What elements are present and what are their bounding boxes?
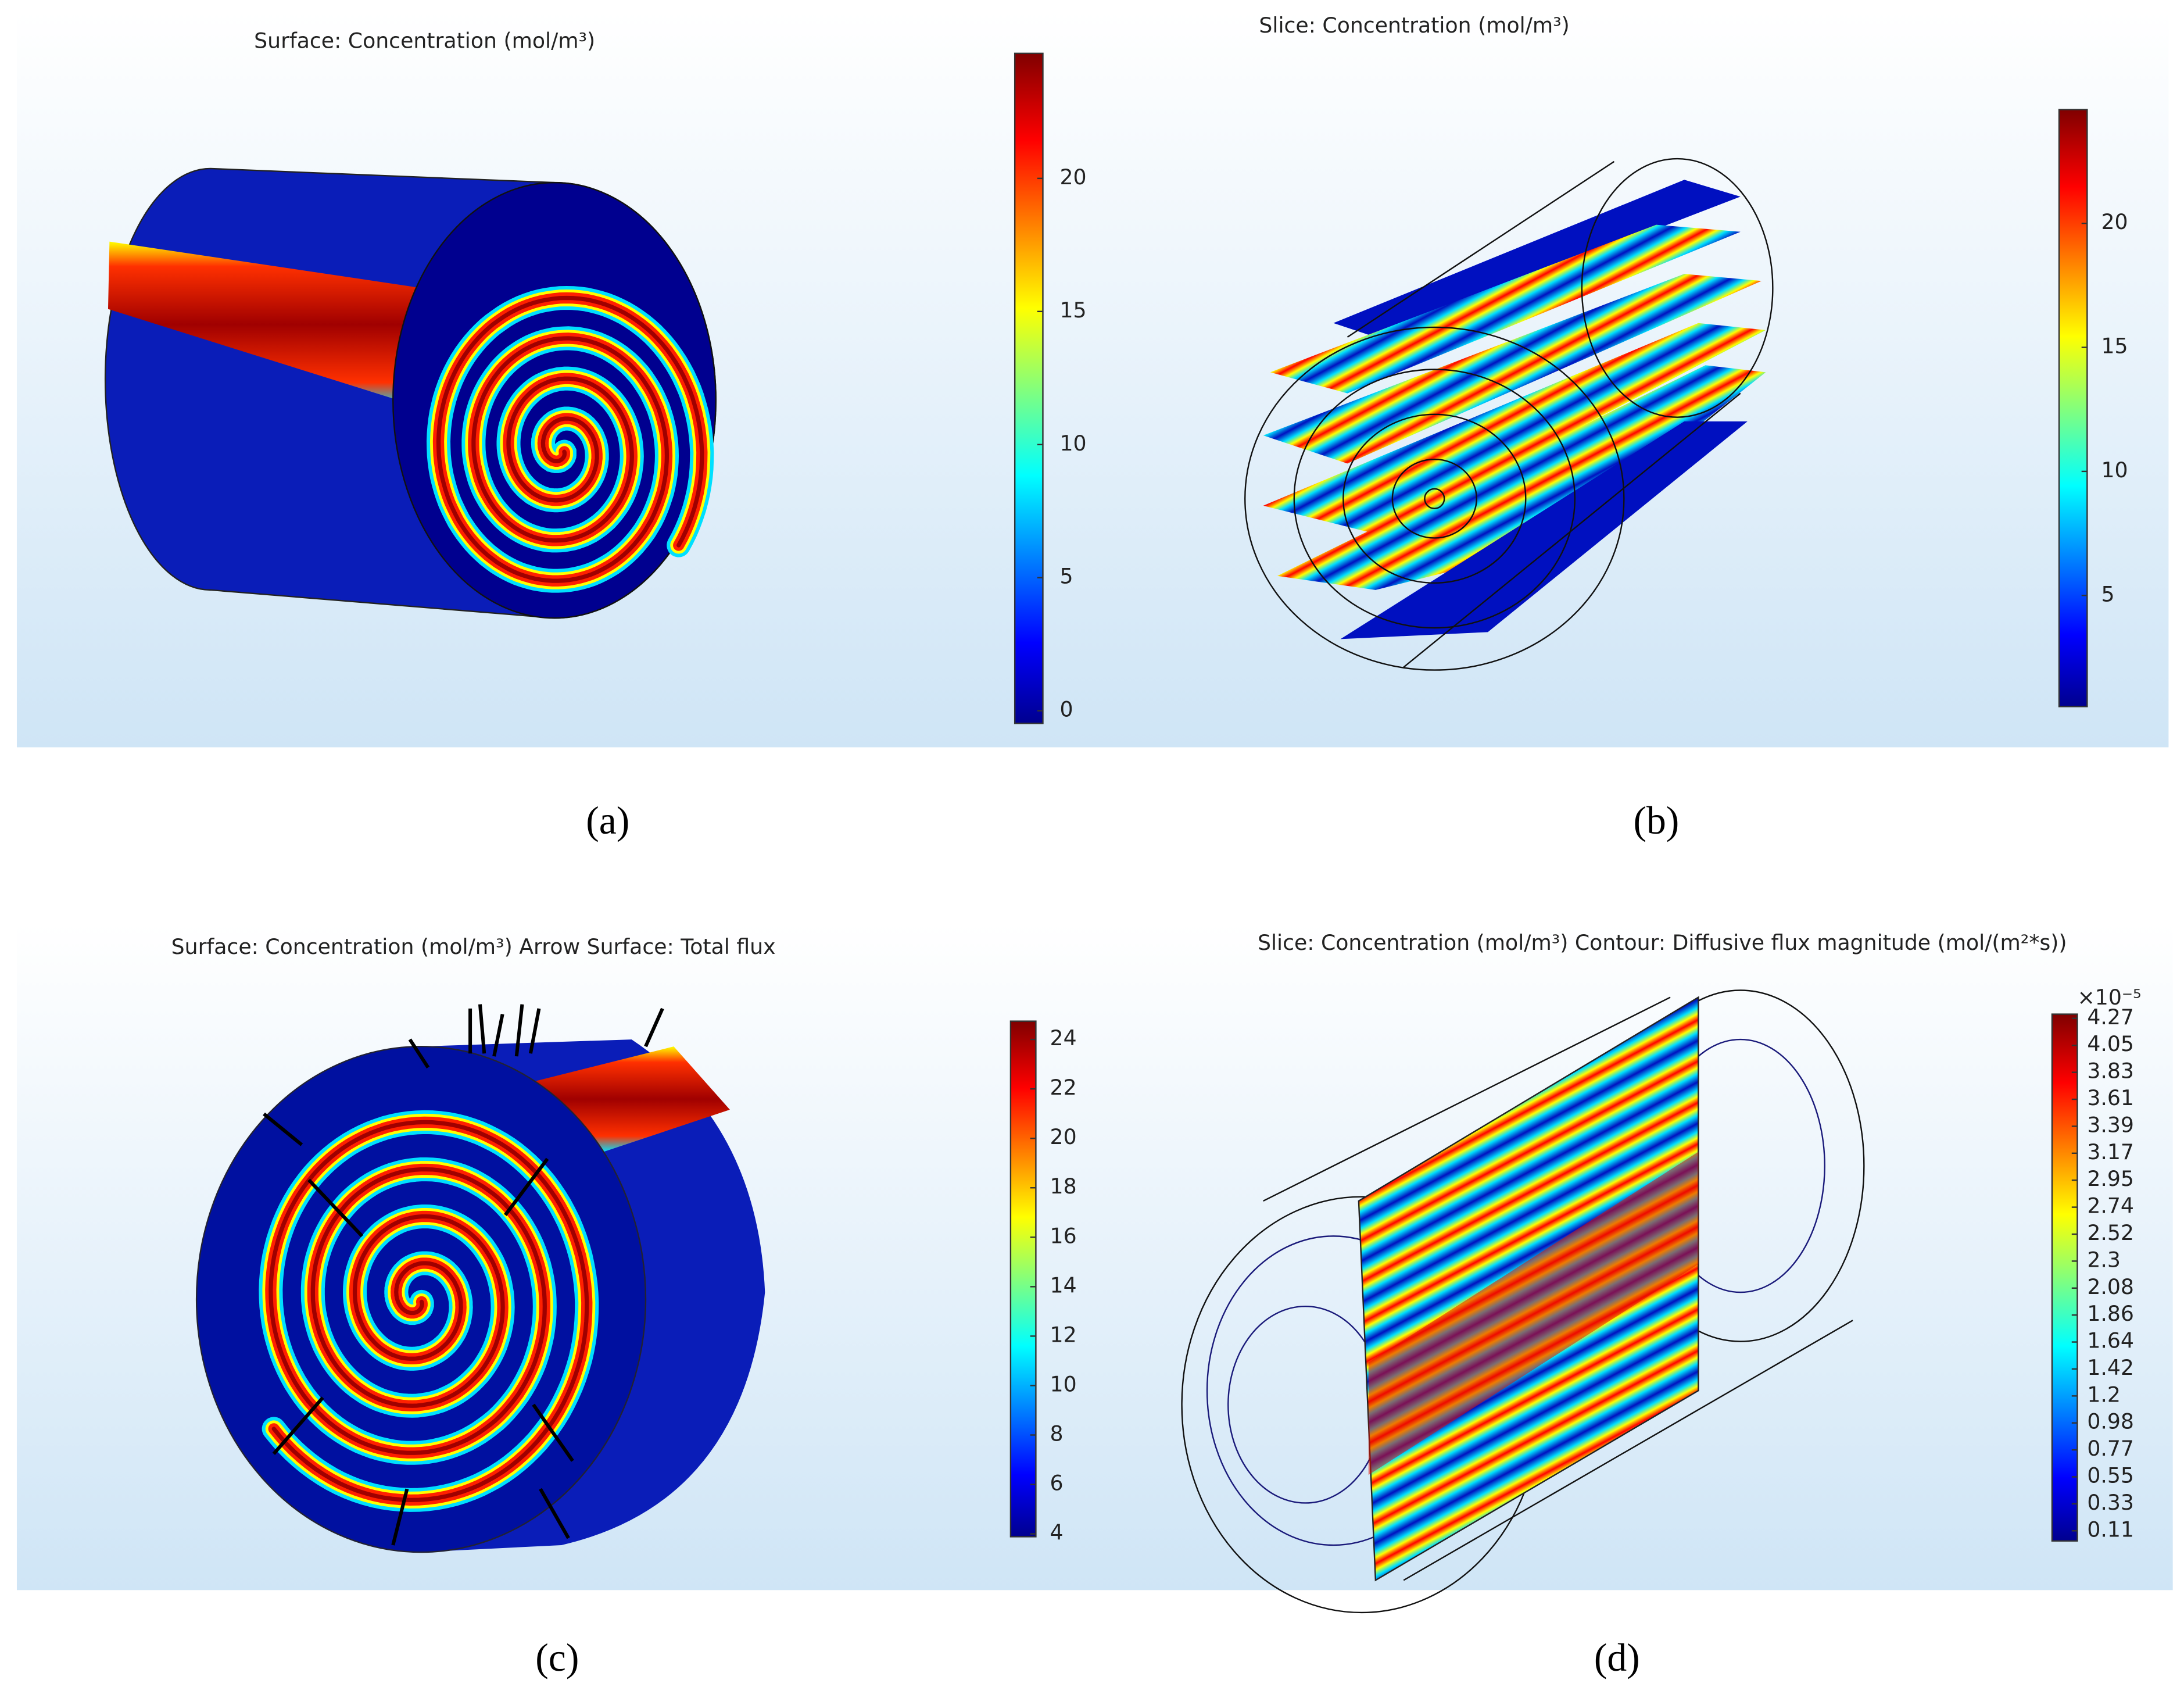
panel-title: Surface: Concentration (mol/m³) Arrow Su… — [171, 934, 776, 959]
tick-label: 10 — [1050, 1371, 1077, 1396]
tick-label: 4.27 — [2087, 1005, 2134, 1030]
colorbar: 4.274.05 3.833.613.393.172.952.742.522.32… — [2051, 1005, 2134, 1542]
tick-label: 20 — [1050, 1124, 1077, 1149]
tick-label: 20 — [1059, 165, 1086, 190]
tick-label: 3.39 — [2087, 1112, 2134, 1137]
tick-label: 12 — [1050, 1322, 1077, 1347]
tick-label: 6 — [1050, 1471, 1064, 1496]
tick-label: 0.55 — [2087, 1463, 2134, 1488]
tick-label: 15 — [1059, 298, 1086, 323]
labels: Surface: Concentration (mol/m³) Slice: C… — [171, 13, 2142, 1679]
tick-label: 1.42 — [2087, 1355, 2134, 1380]
tick-label: 3.61 — [2087, 1085, 2134, 1110]
tick-label: 1.64 — [2087, 1328, 2134, 1353]
tick-label: 20 — [2101, 209, 2128, 234]
tick-label: 2.95 — [2087, 1166, 2134, 1191]
caption: (b) — [1633, 799, 1679, 842]
colorbar-gradient — [2058, 109, 2088, 707]
tick-label: 4.05 — [2087, 1031, 2134, 1056]
tick-label: 5 — [2101, 581, 2115, 606]
tick-label: 1.2 — [2087, 1382, 2121, 1407]
tick-label: 0.11 — [2087, 1517, 2134, 1542]
panel-title: Surface: Concentration (mol/m³) — [254, 28, 595, 53]
colorbar: 20 15 10 5 0 — [1014, 52, 1087, 724]
caption: (c) — [535, 1636, 579, 1679]
tick-label: 3.83 — [2087, 1059, 2134, 1084]
tick-label: 14 — [1050, 1273, 1077, 1298]
tick-label: 0.33 — [2087, 1490, 2134, 1515]
colorbar: 20 15 10 5 — [2058, 109, 2128, 707]
colorbar-gradient — [1009, 1020, 1037, 1538]
cylinder-b — [1244, 158, 1774, 671]
tick-label: 5 — [1059, 564, 1073, 589]
tick-label: 2.52 — [2087, 1220, 2134, 1245]
spiral-band — [436, 295, 704, 583]
tick-label: 1.86 — [2087, 1301, 2134, 1326]
tick-label: 10 — [1059, 431, 1086, 456]
caption: (a) — [586, 799, 629, 842]
tick-label: 16 — [1050, 1223, 1077, 1248]
tick-label: 22 — [1050, 1075, 1077, 1100]
tick-label: 18 — [1050, 1174, 1077, 1199]
tick-label: 2.3 — [2087, 1247, 2121, 1272]
tick-label: 2.74 — [2087, 1193, 2134, 1218]
panel-title: Slice: Concentration (mol/m³) — [1259, 13, 1569, 38]
tick-label: 0 — [1059, 697, 1073, 722]
panel-title: Slice: Concentration (mol/m³) Contour: D… — [1258, 930, 2067, 955]
colorbar: 24 22 20 18 16 14 12 10 8 6 4 — [1009, 1020, 1077, 1545]
spiral-band — [268, 1120, 589, 1503]
tick-label: 3.17 — [2087, 1139, 2134, 1164]
cylinder-d — [1181, 989, 1865, 1614]
cylinder-c — [195, 1004, 765, 1553]
tick-label: 0.98 — [2087, 1409, 2134, 1434]
colorbar-multiplier: ×10⁻⁵ — [2077, 985, 2141, 1010]
tick-label: 4 — [1050, 1520, 1064, 1545]
colorbar-gradient — [1014, 52, 1044, 724]
colorbar-gradient — [2051, 1013, 2078, 1542]
caption: (d) — [1594, 1636, 1640, 1679]
tick-label: 2.08 — [2087, 1274, 2134, 1299]
cylinder-a — [104, 167, 717, 619]
tick-label: 8 — [1050, 1421, 1064, 1446]
tick-label: 0.77 — [2087, 1436, 2134, 1461]
tick-label: 24 — [1050, 1025, 1077, 1050]
tick-label: 15 — [2101, 334, 2128, 359]
tick-label: 10 — [2101, 458, 2128, 482]
